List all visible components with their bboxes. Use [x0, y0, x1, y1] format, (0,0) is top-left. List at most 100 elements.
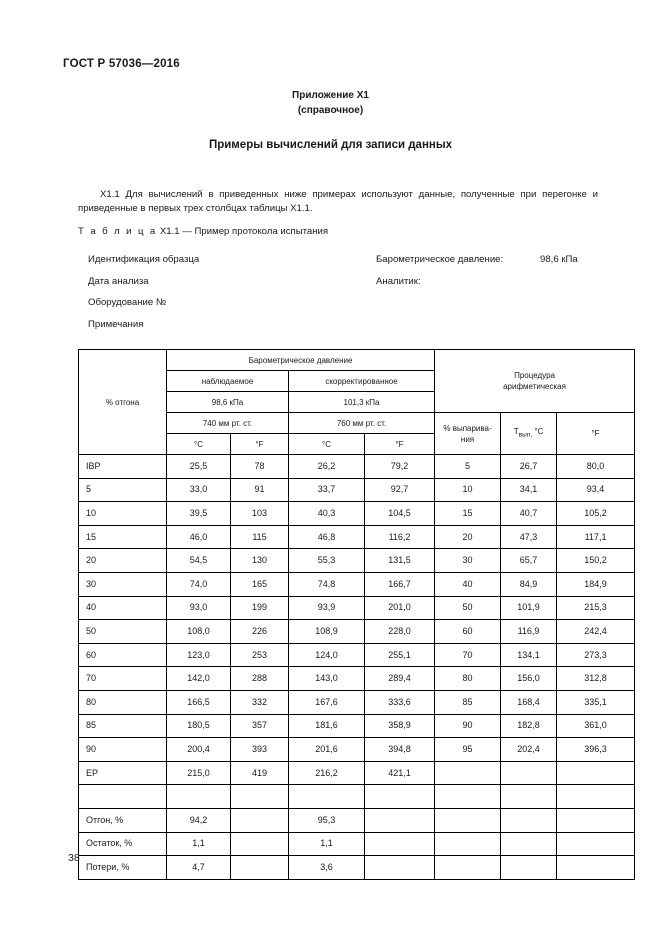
cell-corrected-c: 55,3 — [288, 548, 365, 573]
cell-corrected-c: 167,6 — [288, 689, 365, 715]
table-row: 60 123,0 253 124,0 255,1 70 134,1 273,3 — [78, 642, 636, 668]
cell-t-evap-f: 80,0 — [556, 454, 636, 479]
table-caption: Т а б л и ц а Х1.1 — Пример протокола ис… — [78, 226, 328, 237]
cell-pct-recovered: 50 — [78, 619, 167, 644]
annex-heading: Приложение Х1 (справочное) — [0, 88, 661, 118]
evap-line-1: % выпарива- — [443, 423, 492, 433]
cell-t-evap-f: 184,9 — [556, 571, 636, 597]
cell-observed-c: 123,0 — [166, 642, 231, 668]
notes-label: Примечания — [88, 318, 144, 330]
cell-observed-c: 166,5 — [166, 689, 231, 715]
cell-observed-f: 78 — [230, 454, 289, 479]
cell-t-evap-c: 116,9 — [500, 619, 558, 644]
cell-corrected-f: 131,5 — [363, 548, 436, 573]
cell-observed-f: 357 — [230, 713, 289, 739]
metadata-row: Идентификация образца Барометрическое да… — [88, 249, 600, 271]
header-row-5: °С °F °С °F — [79, 433, 635, 455]
barometric-pressure-value: 98,6 кПа — [540, 254, 578, 265]
table-caption-number: Х1.1 — [159, 226, 180, 237]
cell-summary-label: Отгон, % — [78, 807, 167, 833]
cell-observed-c: 215,0 — [166, 760, 231, 786]
table-row: Остаток, % 1,1 1,1 — [78, 831, 636, 857]
table-row: 85 180,5 357 181,6 358,9 90 182,8 361,0 — [78, 713, 636, 739]
cell-observed-c: 1,1 — [166, 831, 231, 857]
table-row: 70 142,0 288 143,0 289,4 80 156,0 312,8 — [78, 666, 636, 691]
cell-observed-c: 142,0 — [166, 666, 231, 691]
t-evap-subscript: вып, — [518, 431, 533, 439]
cell-observed-c: 94,2 — [166, 807, 231, 833]
cell-pct-evaporated — [434, 807, 502, 833]
cell-corrected-c: 40,3 — [288, 501, 365, 526]
cell-observed-c: 54,5 — [166, 548, 231, 573]
metadata-row: Оборудование № — [88, 292, 600, 314]
table-row: EP 215,0 419 216,2 421,1 — [78, 760, 636, 786]
cell-t-evap-f: 105,2 — [556, 501, 636, 526]
header-corrected: скорректированное — [287, 370, 436, 392]
table-row: 10 39,5 103 40,3 104,5 15 40,7 105,2 — [78, 501, 636, 526]
cell-t-evap-c: 84,9 — [500, 571, 558, 597]
cell-observed-c — [166, 784, 231, 809]
table-row: 5 33,0 91 33,7 92,7 10 34,1 93,4 — [78, 477, 636, 503]
cell-corrected-f: 166,7 — [363, 571, 436, 597]
header-observed-kpa: 98,6 кПа — [166, 391, 289, 413]
cell-observed-f — [230, 807, 289, 833]
header-corrected-celsius: °С — [288, 433, 365, 455]
cell-t-evap-f: 150,2 — [556, 548, 636, 573]
cell-t-evap-f: 273,3 — [556, 642, 636, 668]
cell-pct-evaporated: 85 — [434, 689, 502, 715]
header-observed-fahrenheit: °F — [230, 433, 289, 455]
table-row: 20 54,5 130 55,3 131,5 30 65,7 150,2 — [78, 548, 636, 573]
table-row: 40 93,0 199 93,9 201,0 50 101,9 215,3 — [78, 595, 636, 621]
cell-corrected-c: 3,6 — [288, 855, 365, 880]
cell-corrected-c: 33,7 — [288, 477, 365, 503]
cell-corrected-f: 92,7 — [363, 477, 436, 503]
header-t-evaporated-fahrenheit: °F — [556, 412, 636, 455]
cell-observed-c: 180,5 — [166, 713, 231, 739]
cell-summary-label: Остаток, % — [78, 831, 167, 857]
header-corrected-kpa: 101,3 кПа — [287, 391, 436, 413]
cell-observed-c: 33,0 — [166, 477, 231, 503]
cell-pct-evaporated: 90 — [434, 713, 502, 739]
cell-t-evap-c — [500, 760, 558, 786]
cell-pct-evaporated: 5 — [434, 454, 502, 479]
table-row: Потери, % 4,7 3,6 — [78, 855, 636, 880]
cell-t-evap-f: 215,3 — [556, 595, 636, 621]
cell-pct-recovered: 20 — [78, 548, 167, 573]
header-row-1: % отгона Барометрическое давление Процед… — [78, 349, 636, 455]
cell-t-evap-c: 182,8 — [500, 713, 558, 739]
cell-t-evap-f — [556, 784, 636, 809]
table-caption-dash: — — [182, 226, 192, 237]
header-observed-celsius: °С — [166, 433, 231, 455]
table-row: 90 200,4 393 201,6 394,8 95 202,4 396,3 — [78, 737, 636, 762]
cell-t-evap-c: 65,7 — [500, 548, 558, 573]
metadata-row: Примечания — [88, 314, 600, 336]
cell-t-evap-f — [556, 760, 636, 786]
cell-observed-f — [230, 855, 289, 880]
cell-observed-f: 288 — [230, 666, 289, 691]
cell-observed-f — [230, 784, 289, 809]
cell-corrected-c: 1,1 — [288, 831, 365, 857]
cell-t-evap-f: 312,8 — [556, 666, 636, 691]
cell-t-evap-c: 202,4 — [500, 737, 558, 762]
cell-observed-f: 165 — [230, 571, 289, 597]
cell-t-evap-c: 47,3 — [500, 524, 558, 550]
table-row: 15 46,0 115 46,8 116,2 20 47,3 117,1 — [78, 524, 636, 550]
cell-observed-c: 39,5 — [166, 501, 231, 526]
header-barometric-pressure: Барометрическое давление — [165, 349, 436, 371]
cell-corrected-f: 79,2 — [363, 454, 436, 479]
cell-summary-label: Потери, % — [78, 855, 167, 880]
running-header: ГОСТ Р 57036—2016 — [63, 58, 180, 70]
header-row-3: 98,6 кПа 101,3 кПа — [79, 391, 635, 413]
cell-t-evap-c: 40,7 — [500, 501, 558, 526]
cell-observed-f: 115 — [230, 524, 289, 550]
cell-pct-recovered: 10 — [78, 501, 167, 526]
cell-t-evap-f: 117,1 — [556, 524, 636, 550]
cell-corrected-c: 46,8 — [288, 524, 365, 550]
cell-t-evap-f — [556, 855, 636, 880]
cell-t-evap-c: 34,1 — [500, 477, 558, 503]
cell-pct-recovered: 80 — [78, 689, 167, 715]
cell-observed-f: 332 — [230, 689, 289, 715]
cell-corrected-c: 93,9 — [288, 595, 365, 621]
cell-pct-evaporated: 10 — [434, 477, 502, 503]
